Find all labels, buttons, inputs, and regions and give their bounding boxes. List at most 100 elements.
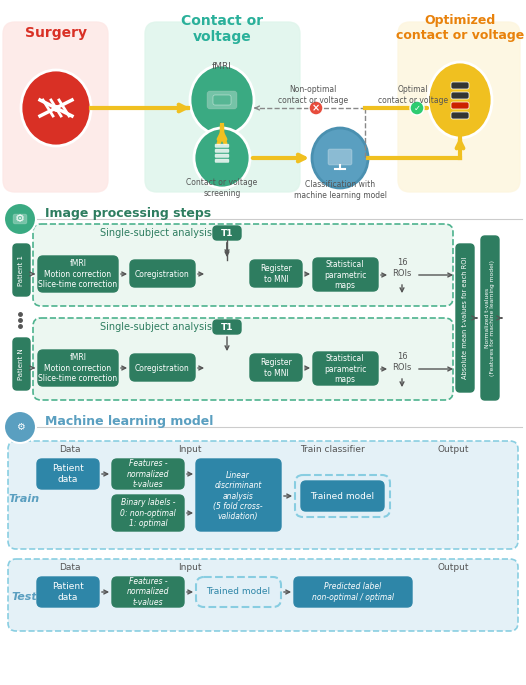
Text: Patient
data: Patient data <box>52 582 84 601</box>
Ellipse shape <box>4 203 36 235</box>
Text: Data: Data <box>59 445 81 453</box>
FancyBboxPatch shape <box>213 95 231 105</box>
FancyBboxPatch shape <box>213 320 241 334</box>
Ellipse shape <box>309 101 323 115</box>
Text: Single-subject analysis: Single-subject analysis <box>100 228 212 238</box>
Text: Machine learning model: Machine learning model <box>45 414 214 427</box>
Text: Statistical
parametric
maps: Statistical parametric maps <box>324 260 366 290</box>
FancyBboxPatch shape <box>13 338 30 390</box>
FancyBboxPatch shape <box>456 244 474 392</box>
Text: Predicted label
non-optimal / optimal: Predicted label non-optimal / optimal <box>312 582 394 601</box>
Text: ×: × <box>312 103 320 113</box>
Text: Optimized
contact or voltage: Optimized contact or voltage <box>396 14 524 42</box>
Text: Normalized t-values
(Features for machine learning model): Normalized t-values (Features for machin… <box>484 260 495 376</box>
FancyBboxPatch shape <box>398 22 520 192</box>
Text: 16
ROIs: 16 ROIs <box>392 258 412 277</box>
Text: Single-subject analysis: Single-subject analysis <box>100 322 212 332</box>
FancyBboxPatch shape <box>8 441 518 549</box>
FancyBboxPatch shape <box>112 459 184 489</box>
Ellipse shape <box>312 128 368 188</box>
Ellipse shape <box>410 101 424 115</box>
Text: Patient 1: Patient 1 <box>18 255 24 286</box>
FancyBboxPatch shape <box>37 459 99 489</box>
FancyBboxPatch shape <box>33 224 453 306</box>
FancyBboxPatch shape <box>33 318 453 400</box>
FancyBboxPatch shape <box>13 244 30 296</box>
Ellipse shape <box>428 62 492 138</box>
Text: Trained model: Trained model <box>310 492 374 501</box>
FancyBboxPatch shape <box>130 354 195 381</box>
Text: Features -
normalized
t-values: Features - normalized t-values <box>127 577 169 607</box>
Text: ✓: ✓ <box>413 103 420 112</box>
Text: Binary labels -
0: non-optimal
1: optimal: Binary labels - 0: non-optimal 1: optima… <box>120 498 176 528</box>
FancyBboxPatch shape <box>451 92 469 99</box>
FancyBboxPatch shape <box>215 154 229 158</box>
FancyBboxPatch shape <box>328 149 352 165</box>
FancyBboxPatch shape <box>112 577 184 607</box>
Text: Absolute mean t-values for each ROI: Absolute mean t-values for each ROI <box>462 257 468 379</box>
FancyBboxPatch shape <box>451 112 469 119</box>
FancyBboxPatch shape <box>130 260 195 287</box>
Text: Train classifier: Train classifier <box>300 445 365 453</box>
FancyBboxPatch shape <box>207 91 237 109</box>
Text: Output: Output <box>437 562 469 571</box>
FancyBboxPatch shape <box>451 102 469 109</box>
Ellipse shape <box>194 128 250 188</box>
Text: Non-optimal
contact or voltage: Non-optimal contact or voltage <box>278 86 348 105</box>
Ellipse shape <box>4 411 36 443</box>
FancyBboxPatch shape <box>213 226 241 240</box>
Text: fMRI
Motion correction
Slice-time correction: fMRI Motion correction Slice-time correc… <box>38 353 118 383</box>
Text: Test: Test <box>11 592 37 602</box>
Text: 16
ROIs: 16 ROIs <box>392 352 412 372</box>
Text: ⚙: ⚙ <box>15 214 25 224</box>
Text: Data: Data <box>59 562 81 571</box>
Text: Patient N: Patient N <box>18 348 24 380</box>
FancyBboxPatch shape <box>481 236 499 400</box>
FancyBboxPatch shape <box>38 350 118 386</box>
Text: Image processing steps: Image processing steps <box>45 206 211 219</box>
FancyBboxPatch shape <box>313 258 378 291</box>
FancyBboxPatch shape <box>112 495 184 531</box>
Ellipse shape <box>190 65 254 135</box>
Text: Contact or voltage
screening: Contact or voltage screening <box>186 178 258 198</box>
FancyBboxPatch shape <box>3 22 108 192</box>
Text: Contact or
voltage: Contact or voltage <box>181 14 263 44</box>
FancyBboxPatch shape <box>8 559 518 631</box>
Text: Input: Input <box>178 562 202 571</box>
FancyBboxPatch shape <box>451 82 469 89</box>
Text: T1: T1 <box>221 323 233 332</box>
Text: Trained model: Trained model <box>206 588 270 597</box>
FancyBboxPatch shape <box>250 354 302 381</box>
FancyBboxPatch shape <box>215 149 229 153</box>
FancyBboxPatch shape <box>295 475 390 517</box>
Text: Coregistration: Coregistration <box>135 269 189 279</box>
Text: fMRI
Motion correction
Slice-time correction: fMRI Motion correction Slice-time correc… <box>38 259 118 289</box>
FancyBboxPatch shape <box>294 577 412 607</box>
Text: Classification with
machine learning model: Classification with machine learning mod… <box>294 180 387 200</box>
Text: Input: Input <box>178 445 202 453</box>
Text: Register
to MNI: Register to MNI <box>260 264 292 284</box>
Text: Register
to MNI: Register to MNI <box>260 358 292 377</box>
FancyBboxPatch shape <box>301 481 384 511</box>
Text: Train: Train <box>8 494 39 504</box>
Text: Statistical
parametric
maps: Statistical parametric maps <box>324 354 366 384</box>
Text: Coregistration: Coregistration <box>135 364 189 373</box>
FancyBboxPatch shape <box>215 144 229 147</box>
FancyBboxPatch shape <box>196 577 281 607</box>
Text: Optimal
contact or voltage: Optimal contact or voltage <box>378 86 448 105</box>
Text: Surgery: Surgery <box>25 26 87 40</box>
Text: T1: T1 <box>221 229 233 238</box>
FancyBboxPatch shape <box>145 22 300 192</box>
Text: fMRI: fMRI <box>212 62 232 71</box>
Text: ⚙: ⚙ <box>16 422 24 432</box>
FancyBboxPatch shape <box>38 256 118 292</box>
FancyBboxPatch shape <box>13 214 27 224</box>
FancyBboxPatch shape <box>37 577 99 607</box>
FancyBboxPatch shape <box>196 459 281 531</box>
FancyBboxPatch shape <box>313 352 378 385</box>
FancyBboxPatch shape <box>215 159 229 162</box>
Text: Output: Output <box>437 445 469 453</box>
Text: Patient
data: Patient data <box>52 464 84 484</box>
FancyBboxPatch shape <box>250 260 302 287</box>
Text: Features -
normalized
t-values: Features - normalized t-values <box>127 459 169 489</box>
